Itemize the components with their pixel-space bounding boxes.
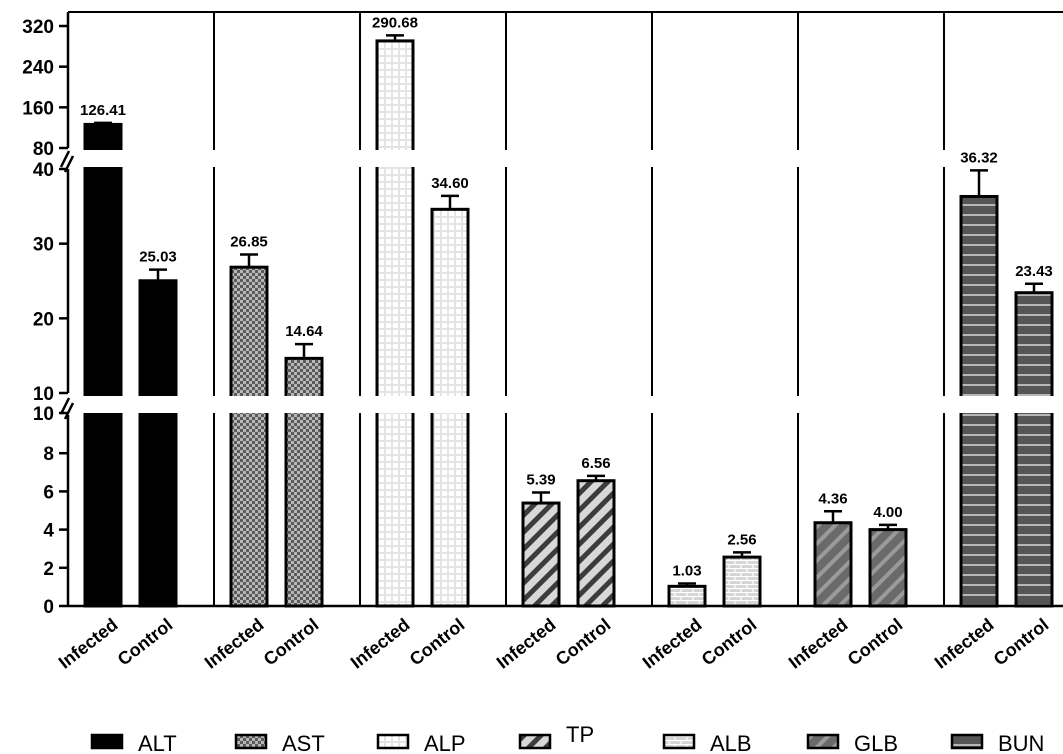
bar-tp-infected: [521, 501, 561, 608]
category-label-infected: Infected: [639, 614, 706, 672]
category-label-infected: Infected: [201, 614, 268, 672]
legend-label-alb: ALB: [710, 731, 752, 754]
bar-alt-infected: [83, 122, 123, 608]
category-label-infected: Infected: [347, 614, 414, 672]
y-tick-label: 20: [33, 309, 54, 330]
y-tick-label: 0: [43, 597, 54, 618]
bar-glb-control: [868, 528, 908, 608]
legend-label-ast: AST: [282, 731, 325, 754]
value-label-glb-control: 4.00: [873, 504, 902, 521]
bar-alt-control: [138, 279, 178, 608]
legend-swatch-alp: [376, 733, 410, 750]
legend-swatch-bun: [950, 733, 984, 750]
value-label-ast-infected: 26.85: [230, 233, 268, 250]
bar-ast-infected: [229, 265, 269, 608]
legend-swatch-ast: [234, 733, 268, 750]
value-label-alt-control: 25.03: [139, 249, 177, 266]
y-tick-label: 320: [22, 17, 54, 38]
bar-alb-infected: [667, 584, 707, 608]
bar-ast-control: [284, 356, 324, 608]
y-tick-label: 6: [43, 482, 54, 503]
legend-label-alp: ALP: [424, 731, 466, 754]
axis-break-gap: [62, 396, 1063, 413]
y-tick-label: 2: [43, 559, 54, 580]
value-label-alp-control: 34.60: [431, 175, 469, 192]
y-tick-label: 30: [33, 235, 54, 256]
value-label-tp-infected: 5.39: [526, 472, 555, 489]
bar-alp-infected: [375, 39, 415, 608]
category-label-infected: Infected: [493, 614, 560, 672]
bar-glb-infected: [813, 521, 853, 608]
category-label-control: Control: [114, 614, 177, 669]
axis-break-mark: [63, 402, 75, 420]
legend-label-bun: BUN: [998, 731, 1044, 754]
bar-tp-control: [576, 479, 616, 608]
axis-break-gap: [62, 150, 1063, 167]
legend-label-glb: GLB: [854, 731, 898, 754]
y-tick-label: 40: [33, 160, 54, 181]
category-label-control: Control: [844, 614, 907, 669]
legend-swatch-alt: [90, 733, 124, 750]
y-tick-label: 10: [33, 404, 54, 425]
legend-swatch-tp: [518, 733, 552, 750]
category-label-control: Control: [406, 614, 469, 669]
y-tick-label: 10: [33, 384, 54, 405]
axis-layer: [59, 11, 1063, 608]
value-label-bun-infected: 36.32: [960, 149, 998, 166]
legend-swatch-alb: [662, 733, 696, 750]
legend-swatch-glb: [806, 733, 840, 750]
axis-break-mark: [59, 397, 71, 415]
category-label-control: Control: [260, 614, 323, 669]
value-label-alb-control: 2.56: [727, 531, 756, 548]
value-label-ast-control: 14.64: [285, 323, 323, 340]
value-label-glb-infected: 4.36: [818, 490, 847, 507]
value-label-alb-infected: 1.03: [672, 562, 701, 579]
y-tick-label: 80: [33, 139, 54, 160]
y-tick-label: 4: [43, 521, 54, 542]
y-tick-label: 8: [43, 444, 54, 465]
bar-bun-control: [1014, 291, 1054, 608]
y-tick-label: 160: [22, 98, 54, 119]
legend-label-alt: ALT: [138, 731, 177, 754]
legend: ALT AST ALP TP ALB GLB BUN: [90, 722, 1044, 754]
value-label-bun-control: 23.43: [1015, 263, 1053, 280]
category-label-control: Control: [990, 614, 1053, 669]
category-label-infected: Infected: [55, 614, 122, 672]
legend-label-tp: TP: [566, 722, 594, 747]
axis-break-mark: [59, 150, 71, 168]
category-label-infected: Infected: [931, 614, 998, 672]
y-tick-label: 240: [22, 58, 54, 79]
category-label-infected: Infected: [785, 614, 852, 672]
value-label-tp-control: 6.56: [581, 455, 610, 472]
bars-layer: [83, 34, 1054, 608]
category-label-control: Control: [698, 614, 761, 669]
bar-alb-control: [722, 555, 762, 608]
value-label-alp-infected: 290.68: [372, 14, 418, 31]
category-label-control: Control: [552, 614, 615, 669]
value-label-alt-infected: 126.41: [80, 102, 126, 119]
